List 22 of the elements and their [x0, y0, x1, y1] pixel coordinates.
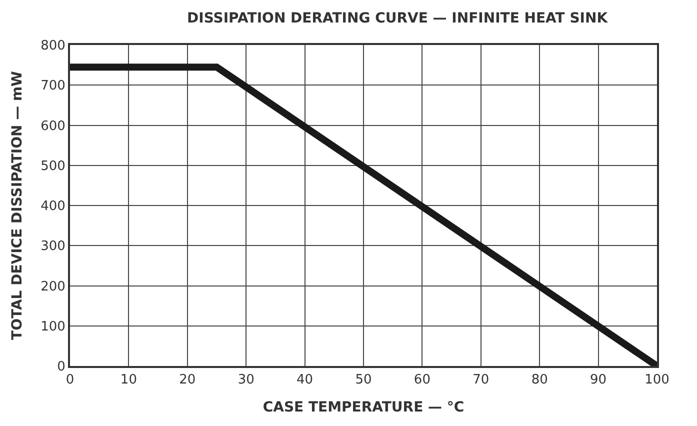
y-tick-label: 800: [40, 38, 66, 54]
y-tick-label: 100: [40, 319, 66, 334]
x-axis-title: CASE TEMPERATURE — °C: [262, 399, 464, 416]
y-tick-label: 500: [40, 158, 66, 174]
x-tick-label: 80: [531, 372, 548, 388]
y-tick-label: 200: [40, 279, 66, 294]
y-tick-label: 700: [40, 78, 66, 94]
x-tick-label: 10: [120, 372, 137, 388]
x-tick-label: 60: [414, 372, 430, 388]
y-axis-title: TOTAL DEVICE DISSIPATION — mW: [10, 71, 26, 340]
x-tick-label: 100: [644, 372, 670, 388]
y-tick-label: 300: [40, 239, 66, 254]
x-tick-label: 90: [590, 372, 607, 388]
y-tick-label: 600: [40, 118, 66, 134]
y-tick-label: 400: [40, 199, 66, 214]
x-tick-label: 50: [355, 372, 372, 388]
x-tick-label: 30: [238, 372, 254, 388]
x-tick-label: 20: [179, 372, 196, 388]
chart-title: DISSIPATION DERATING CURVE — INFINITE HEAT SINK: [186, 10, 609, 27]
x-tick-label: 70: [472, 372, 490, 388]
x-tick-label: 40: [296, 372, 314, 388]
y-tick-label: 0: [57, 360, 66, 375]
